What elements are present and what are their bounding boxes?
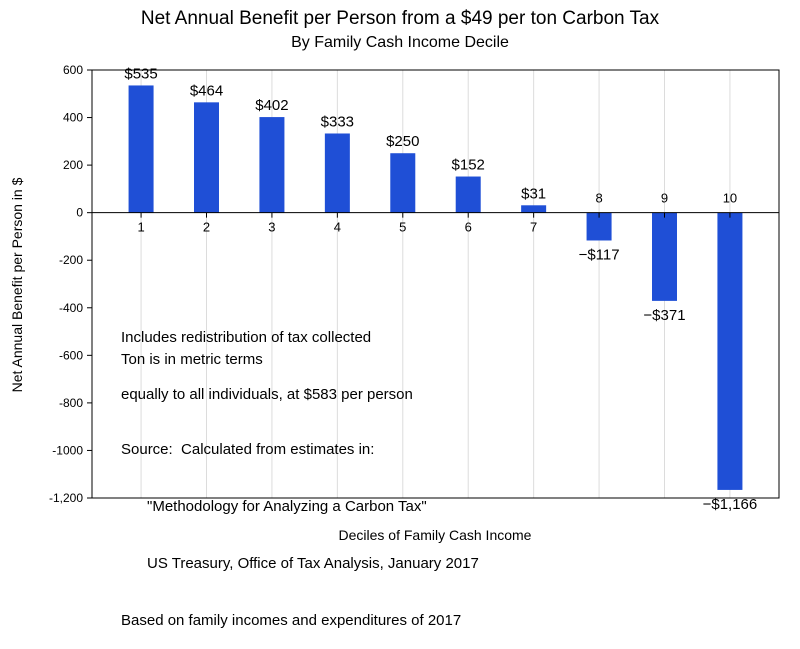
data-label: $152 — [452, 157, 485, 174]
y-tick-label: 0 — [76, 206, 83, 220]
chart-title: Net Annual Benefit per Person from a $49… — [140, 8, 660, 29]
data-label: $402 — [255, 97, 288, 114]
y-tick-label: -600 — [59, 348, 83, 362]
y-tick-label: -800 — [59, 396, 83, 410]
y-axis-ticks: 600 400 200 0 -200 -400 -600 -800 -1000 -1,200 — [49, 63, 92, 505]
data-label: $250 — [386, 133, 419, 150]
plot-frame — [91, 69, 780, 499]
bar-decile-10 — [717, 212, 743, 490]
y-tick-label: 200 — [63, 158, 83, 172]
y-tick-label: -1000 — [52, 443, 83, 457]
y-tick-label: -400 — [59, 301, 83, 315]
y-tick-label: 400 — [63, 111, 83, 125]
bar-decile-1 — [128, 85, 154, 213]
x-tick-label: 4 — [334, 220, 341, 235]
bars — [128, 85, 743, 490]
data-label: $464 — [190, 82, 223, 99]
ton-note: Ton is in metric terms — [121, 351, 263, 368]
chart-subtitle: By Family Cash Income Decile — [291, 34, 509, 51]
data-label: −$117 — [579, 246, 620, 263]
redistribution-note-line: Includes redistribution of tax collected — [121, 329, 372, 346]
data-label: $333 — [321, 113, 354, 130]
bar-decile-2 — [194, 102, 219, 213]
bar-decile-5 — [390, 153, 416, 213]
x-tick-label: 2 — [203, 220, 210, 235]
x-tick-label: 5 — [399, 220, 406, 235]
x-axis-ticks: 1 2 3 4 5 6 7 8 9 10 — [137, 191, 737, 235]
redistribution-note: Includes redistribution of tax collected… — [121, 290, 413, 423]
x-tick-label: 10 — [723, 191, 737, 206]
source-line: Based on family incomes and expenditures… — [121, 612, 462, 629]
data-label: −$1,166 — [703, 496, 758, 513]
data-label: $535 — [124, 65, 157, 82]
x-tick-label: 6 — [465, 220, 472, 235]
x-tick-label: 1 — [137, 220, 144, 235]
bar-decile-4 — [324, 133, 350, 213]
y-tick-label: -200 — [59, 253, 83, 267]
x-tick-label: 7 — [530, 220, 537, 235]
data-label: $31 — [521, 185, 546, 202]
y-tick-label: 600 — [63, 63, 83, 77]
source-line: US Treasury, Office of Tax Analysis, Jan… — [147, 555, 479, 572]
source-note: Source: Calculated from estimates in: "M… — [121, 402, 479, 649]
bar-chart: 600 400 200 0 -200 -400 -600 -800 -1000 -1,200 1 2… — [9, 63, 780, 543]
x-tick-label: 8 — [595, 191, 602, 206]
y-axis-label: Net Annual Benefit per Person in $ — [9, 177, 25, 392]
bar-decile-7 — [521, 205, 547, 213]
x-tick-label: 9 — [661, 191, 668, 206]
data-labels: $535 $464 $402 $333 $250 $152 $31 −$117 −$371 −$1… — [124, 65, 757, 512]
x-tick-label: 3 — [268, 220, 275, 235]
x-axis-label: Deciles of Family Cash Income — [339, 527, 532, 543]
y-tick-label: -1,200 — [49, 491, 83, 505]
bar-decile-6 — [455, 176, 481, 213]
source-line: "Methodology for Analyzing a Carbon Tax" — [147, 498, 427, 515]
bar-decile-9 — [652, 212, 677, 301]
data-label: −$371 — [643, 307, 685, 324]
bar-decile-3 — [259, 117, 285, 213]
redistribution-note-line: equally to all individuals, at $583 per … — [121, 386, 413, 403]
source-line: Source: Calculated from estimates in: — [121, 441, 375, 458]
